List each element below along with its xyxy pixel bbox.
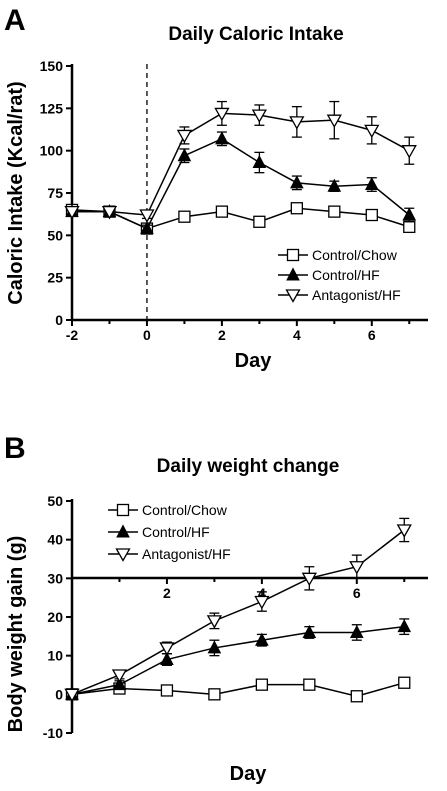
chart-a-point-1-3 — [177, 148, 192, 162]
chart-b-point-2-6 — [349, 561, 365, 575]
chart-b-y-tick-label-2: 10 — [47, 648, 63, 664]
chart-a-legend-marker-2 — [285, 289, 301, 303]
chart-b-point-0-7 — [398, 676, 411, 689]
chart-b-y-tick-label-4: 30 — [47, 570, 63, 586]
chart-a-x-tick-label-4: 6 — [368, 327, 376, 343]
chart-a-point-2-2 — [139, 209, 155, 223]
chart-b-point-1-3 — [207, 640, 222, 654]
chart-b-y-tick-label-5: 40 — [47, 532, 63, 548]
chart-b-point-0-2 — [160, 684, 174, 697]
chart-b-x-tick-label-0: 2 — [163, 585, 171, 601]
chart-b-point-1-4 — [255, 632, 269, 646]
chart-a-x-tick-label-2: 2 — [218, 327, 226, 343]
chart-a-x-tick-label-1: 0 — [143, 327, 151, 343]
chart-b-point-2-3 — [206, 615, 223, 629]
chart-a-point-0-7 — [328, 205, 341, 218]
chart-b-ylabel: Body weight gain (g) — [5, 536, 27, 733]
chart-b-point-1-7 — [397, 619, 412, 633]
chart-b-legend-label-2: Antagonist/HF — [142, 546, 231, 562]
chart-a-xlabel: Day — [235, 350, 273, 372]
chart-a-y-tick-label-3: 75 — [47, 185, 63, 201]
chart-b-legend-marker-2 — [115, 548, 131, 562]
chart-a-point-0-3 — [178, 210, 191, 223]
chart-b-legend-label-0: Control/Chow — [142, 502, 228, 518]
chart-a-point-2-6 — [289, 116, 305, 130]
chart-a-point-1-8 — [364, 176, 379, 191]
chart-a-point-2-8 — [364, 124, 380, 139]
chart-b-legend-marker-1 — [116, 524, 130, 538]
panel-label-a: A — [4, 4, 26, 37]
chart-b-y-tick-label-0: -10 — [43, 725, 63, 741]
chart-b-point-0-6 — [350, 690, 363, 703]
chart-b-title: Daily weight change — [157, 456, 340, 477]
panel-label-b: B — [4, 432, 26, 465]
chart-b-point-2-5 — [301, 572, 317, 587]
chart-a-point-0-4 — [215, 205, 229, 218]
chart-b-point-2-4 — [254, 595, 270, 610]
chart-a-series-line-0 — [71, 207, 410, 230]
chart-a-point-1-9 — [402, 207, 417, 221]
chart-a-y-tick-label-5: 125 — [40, 100, 64, 116]
chart-b: -1001020304050246Control/ChowControl/HFA… — [43, 493, 428, 741]
chart-b-xlabel: Day — [230, 763, 268, 785]
chart-a-legend-marker-0 — [286, 248, 300, 262]
chart-a-point-0-5 — [253, 215, 266, 228]
chart-a-point-2-7 — [326, 114, 342, 129]
chart-b-y-tick-label-1: 0 — [55, 686, 63, 702]
chart-a-point-0-8 — [365, 208, 378, 222]
chart-a-x-tick-label-3: 4 — [293, 327, 301, 343]
chart-a-point-1-4 — [215, 131, 229, 145]
chart-a-title: Daily Caloric Intake — [168, 24, 343, 45]
chart-a-point-2-4 — [214, 107, 230, 122]
chart-b-point-2-7 — [396, 524, 412, 538]
chart-a-point-2-0 — [64, 205, 80, 220]
chart-a-point-1-6 — [290, 175, 304, 189]
chart-b-point-1-5 — [302, 624, 317, 638]
chart-b-y-tick-label-6: 50 — [47, 493, 63, 509]
chart-b-point-2-2 — [159, 642, 175, 656]
chart-b-x-tick-label-2: 6 — [353, 585, 361, 601]
chart-a-point-1-7 — [327, 178, 342, 192]
chart-a-point-1-5 — [252, 154, 267, 169]
chart-a-legend-marker-1 — [286, 267, 300, 281]
chart-b-legend-label-1: Control/HF — [142, 524, 210, 540]
chart-b-series-line-1 — [71, 625, 405, 696]
chart-a-legend-label-0: Control/Chow — [312, 247, 398, 263]
chart-b-y-tick-label-3: 20 — [47, 609, 63, 625]
chart-a-point-2-1 — [101, 205, 118, 220]
chart-b-point-0-5 — [303, 678, 316, 691]
chart-a-y-tick-label-1: 25 — [47, 270, 63, 286]
chart-b-point-1-1 — [112, 677, 127, 691]
chart-b-series-line-0 — [71, 682, 405, 698]
chart-a-y-tick-label-2: 50 — [47, 227, 63, 243]
chart-a-legend-label-2: Antagonist/HF — [312, 287, 401, 303]
chart-a-point-0-9 — [403, 220, 416, 234]
chart-b-legend-marker-0 — [116, 503, 130, 517]
chart-a-y-tick-label-0: 0 — [55, 312, 63, 328]
chart-b-point-1-6 — [349, 624, 364, 638]
chart-b-point-0-4 — [255, 678, 269, 691]
chart-a-ylabel: Caloric Intake (Kcal/rat) — [5, 81, 27, 304]
chart-a-point-2-3 — [176, 129, 193, 144]
chart-b-point-2-0 — [64, 688, 80, 703]
chart-a-series-line-2 — [72, 112, 410, 216]
chart-b-series-line-2 — [71, 529, 405, 696]
chart-b-point-1-2 — [160, 651, 174, 666]
chart-b-point-2-1 — [111, 669, 128, 683]
chart-a-y-tick-label-6: 150 — [40, 58, 64, 74]
chart-a-legend-label-1: Control/HF — [312, 267, 380, 283]
chart-a-y-tick-label-4: 100 — [40, 143, 64, 159]
chart-b-point-0-3 — [208, 688, 221, 701]
chart-a-point-2-9 — [401, 145, 417, 159]
chart-a-x-tick-label-0: -2 — [66, 327, 79, 343]
chart-a-point-1-2 — [140, 220, 154, 235]
chart-a-point-2-5 — [251, 109, 267, 123]
chart-a-point-0-6 — [290, 202, 303, 215]
chart-a-series-line-1 — [72, 137, 410, 230]
